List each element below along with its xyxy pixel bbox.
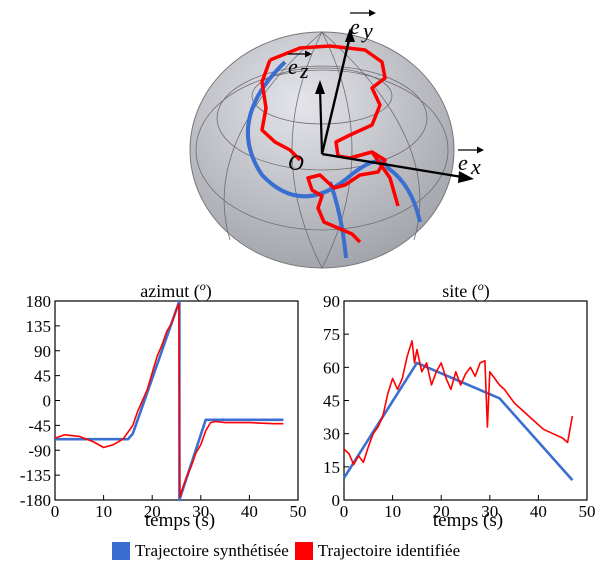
site-title-text: site (: [442, 281, 478, 302]
site-ytick-label: 75: [323, 325, 340, 344]
ez-label: e z: [288, 50, 312, 83]
ex-axis: [321, 152, 463, 179]
site-series: [342, 339, 574, 481]
ey-arrowhead: [345, 28, 355, 42]
ex-arrowhead: [458, 171, 474, 183]
origin-label: O: [288, 150, 304, 175]
sphere-meridian-3: [223, 31, 323, 241]
sphere-synth-trajectory: [246, 60, 422, 223]
site-ytick-label: 15: [323, 458, 340, 477]
site-yticks: 90 75 60 45 30 15 0: [323, 292, 349, 510]
azimut-ytick-label: -90: [28, 441, 51, 460]
azimut-series: [54, 299, 284, 502]
azimut-synth-line: [55, 299, 284, 502]
ez-axis: [318, 87, 324, 155]
azimut-xtick-label: 0: [51, 502, 60, 521]
sphere-ident-trajectory: [269, 44, 387, 244]
legend-label-ident: Trajectoire identifiée: [317, 541, 461, 560]
site-xtick-label: 10: [384, 502, 401, 521]
azimut-chart: azimut (o) temps (s) 180 135 90 45 0 -45 -90 -1…: [20, 279, 307, 531]
sphere-parallel-3: [195, 69, 449, 231]
site-ytick-label: 45: [323, 392, 340, 411]
azimut-ident-line: [54, 302, 284, 499]
ey-label: e y: [350, 9, 376, 43]
ey-text: e: [350, 14, 360, 39]
site-xlabel: temps (s): [433, 510, 503, 531]
legend-swatch-synth: [112, 542, 130, 560]
site-xticks: 0 10 20 30 40 50: [340, 495, 596, 521]
site-title: site (o): [442, 279, 490, 302]
ey-subscript: y: [361, 18, 373, 43]
legend-item-ident: Trajectoire identifiée: [294, 541, 461, 561]
hemisphere-plot: e y e z e x O: [189, 9, 484, 269]
site-xtick-label: 0: [340, 502, 349, 521]
legend-swatch-ident: [294, 542, 313, 560]
azimut-ytick-label: 180: [26, 292, 52, 311]
sphere-parallel-2: [216, 65, 428, 171]
ex-text: e: [458, 150, 468, 175]
site-title-close: ): [484, 281, 490, 302]
azimut-xtick-label: 10: [95, 502, 112, 521]
site-ytick-label: 60: [323, 358, 340, 377]
ey-overarrow-head: [369, 9, 376, 17]
site-xtick-label: 40: [530, 502, 547, 521]
azimut-xtick-label: 40: [241, 502, 258, 521]
site-xtick-label: 50: [579, 502, 596, 521]
ex-subscript: x: [470, 154, 481, 179]
sphere-meridian-2: [321, 31, 353, 269]
ex-label: e x: [458, 146, 484, 179]
ex-overarrow-head: [477, 146, 484, 154]
azimut-xlabel: temps (s): [145, 510, 215, 531]
azimut-ytick-label: 135: [26, 317, 52, 336]
site-ytick-label: 30: [323, 425, 340, 444]
azimut-title-close: ): [206, 281, 212, 302]
legend-label-synth: Trajectoire synthétisée: [135, 541, 289, 560]
legend: Trajectoire synthétisée Trajectoire iden…: [112, 540, 466, 562]
azimut-ytick-label: -135: [20, 466, 51, 485]
ez-text: e: [288, 54, 298, 79]
legend-item-synth: Trajectoire synthétisée: [112, 541, 289, 561]
site-ident-line: [343, 339, 574, 466]
site-xtick-label: 20: [433, 502, 450, 521]
ez-subscript: z: [299, 58, 309, 83]
azimut-ytick-label: 45: [34, 367, 51, 386]
site-xtick-label: 30: [481, 502, 498, 521]
azimut-plot-frame: [54, 300, 299, 501]
site-chart: site (o) temps (s) 90 75 60 45 30 15 0 0 10 20 30…: [323, 279, 596, 531]
site-ytick-label: 90: [323, 292, 340, 311]
azimut-ytick-label: 90: [34, 342, 51, 361]
azimut-ytick-label: -180: [20, 491, 51, 510]
azimut-ytick-label: -45: [28, 416, 51, 435]
azimut-xtick-label: 30: [192, 502, 209, 521]
ez-arrowhead: [315, 80, 325, 94]
site-plot-frame: [343, 300, 588, 501]
azimut-title: azimut (o): [140, 279, 211, 302]
azimut-xticks: 0 10 20 30 40 50: [51, 495, 307, 521]
sphere-ident-branch-2: [370, 151, 400, 207]
azimut-title-sup: o: [200, 279, 206, 293]
site-ytick-label: 0: [332, 491, 341, 510]
ey-axis: [320, 35, 352, 155]
azimut-yticks: 180 135 90 45 0 -45 -90 -135 -180: [20, 292, 60, 510]
figure: e y e z e x O azimut (o) temps (s) 18013…: [20, 9, 596, 531]
azimut-xtick-label: 50: [290, 502, 307, 521]
azimut-xtick-label: 20: [144, 502, 161, 521]
azimut-title-text: azimut (: [140, 281, 199, 302]
azimut-ytick-label: 0: [43, 392, 52, 411]
site-title-sup: o: [478, 279, 484, 293]
ez-overarrow-head: [305, 50, 312, 58]
sphere-ident-branch-1: [260, 59, 302, 162]
